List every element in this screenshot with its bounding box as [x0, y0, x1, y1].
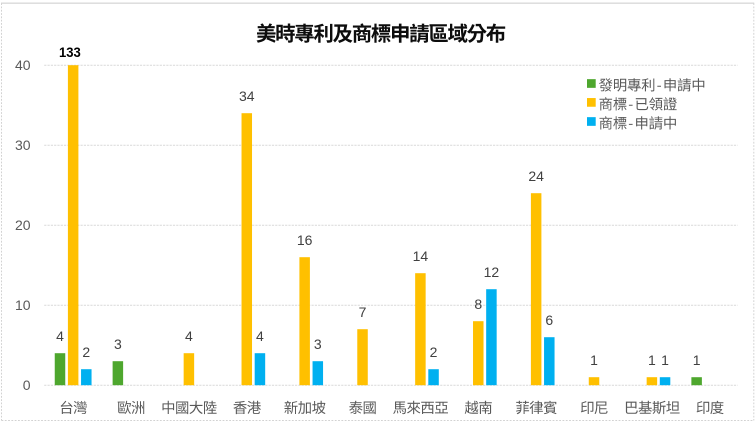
- svg-text:14: 14: [413, 248, 429, 264]
- svg-text:20: 20: [15, 217, 31, 233]
- svg-text:6: 6: [545, 312, 553, 328]
- svg-text:7: 7: [359, 304, 367, 320]
- svg-text:1: 1: [693, 352, 701, 368]
- svg-text:2: 2: [82, 344, 90, 360]
- svg-text:1: 1: [590, 352, 598, 368]
- svg-text:16: 16: [297, 232, 313, 248]
- svg-text:4: 4: [185, 328, 193, 344]
- svg-text:10: 10: [15, 297, 31, 313]
- svg-text:30: 30: [15, 137, 31, 153]
- svg-text:3: 3: [114, 336, 122, 352]
- svg-text:40: 40: [15, 57, 31, 73]
- svg-text:1: 1: [648, 352, 656, 368]
- svg-text:1: 1: [661, 352, 669, 368]
- svg-text:0: 0: [23, 377, 31, 393]
- svg-text:12: 12: [484, 264, 500, 280]
- svg-text:8: 8: [474, 296, 482, 312]
- svg-text:3: 3: [314, 336, 322, 352]
- svg-text:24: 24: [528, 168, 544, 184]
- svg-text:34: 34: [239, 88, 255, 104]
- svg-text:4: 4: [56, 328, 64, 344]
- svg-text:2: 2: [430, 344, 438, 360]
- svg-text:4: 4: [256, 328, 264, 344]
- svg-text:133: 133: [59, 45, 81, 60]
